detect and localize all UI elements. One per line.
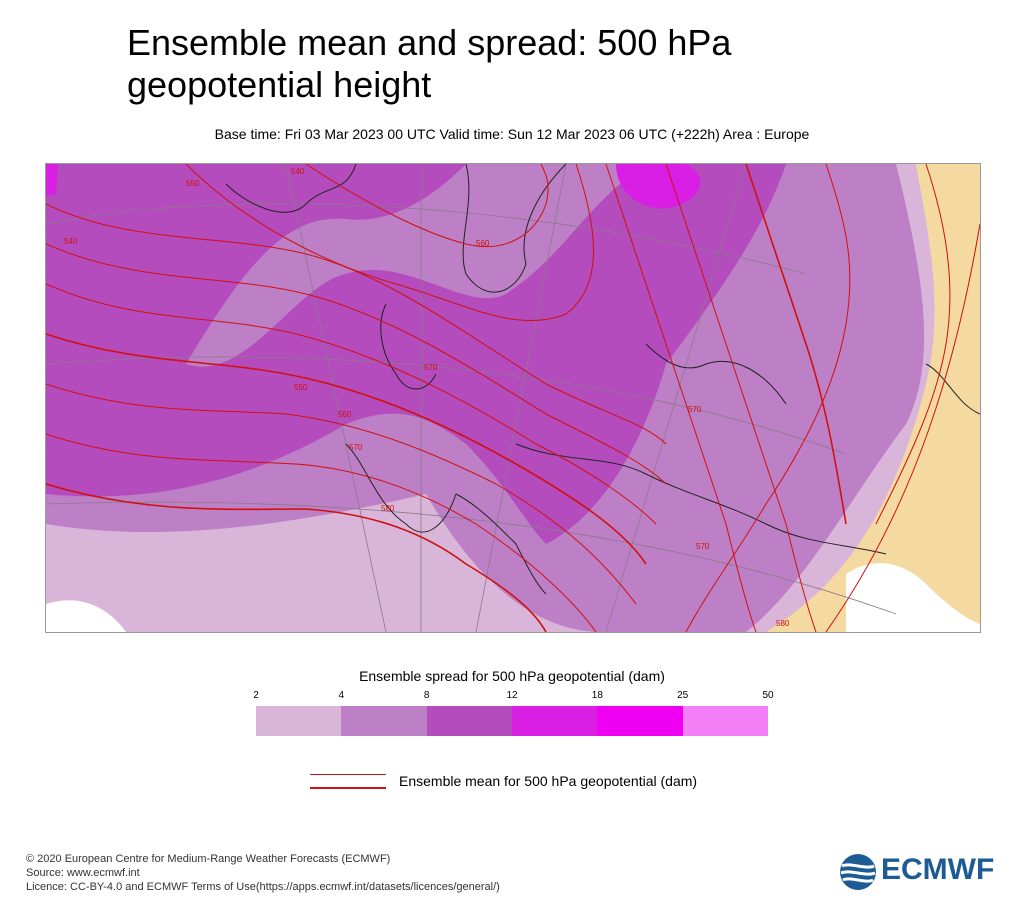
spread-legend-title: Ensemble spread for 500 hPa geopotential… [359, 668, 665, 684]
unshaded-region [46, 600, 126, 632]
ecmwf-logo-icon [840, 854, 876, 890]
spread-band-8-12 [46, 164, 786, 544]
contour-label: 570 [349, 443, 363, 452]
contour-label: 570 [688, 405, 702, 414]
legend-swatch [256, 706, 342, 736]
contour-label: 550 [294, 383, 308, 392]
ecmwf-logo-text: ECMWF [881, 853, 995, 886]
map-grid [46, 164, 897, 632]
spread-band-12-18 [616, 164, 701, 209]
legend-tick: 25 [677, 690, 689, 701]
low-spread-region [766, 164, 980, 632]
legend-tick: 2 [253, 690, 259, 701]
legend-swatch [341, 706, 427, 736]
contour-label-group: 540 550 560 570 580 570 560 550 540 570 … [64, 167, 790, 628]
mean-legend-label: Ensemble mean for 500 hPa geopotential (… [399, 773, 698, 789]
legend-swatch [597, 706, 683, 736]
legend-tick: 18 [591, 690, 603, 701]
title-line-1: Ensemble mean and spread: 500 hPa [127, 22, 732, 63]
map-svg: 540 550 560 570 580 570 560 550 540 570 … [46, 164, 980, 632]
title-line-2: geopotential height [127, 64, 432, 105]
legend-tick: 50 [762, 690, 774, 701]
contour-label: 560 [476, 239, 490, 248]
legend-swatch [426, 706, 512, 736]
contour-label: 570 [424, 363, 438, 372]
mean-legend: Ensemble mean for 500 hPa geopotential (… [310, 770, 810, 794]
mean-legend-line-bold [310, 787, 386, 789]
contour-label: 550 [186, 179, 200, 188]
footer-copyright: © 2020 European Centre for Medium-Range … [26, 853, 391, 865]
unshaded-region-2 [846, 563, 980, 632]
map-area[interactable]: 540 550 560 570 580 570 560 550 540 570 … [45, 163, 981, 633]
footer: © 2020 European Centre for Medium-Range … [26, 852, 500, 894]
contour-label: 540 [64, 237, 78, 246]
legend-tick: 8 [423, 690, 430, 701]
mean-legend-line [310, 774, 386, 775]
chart-subtitle: Base time: Fri 03 Mar 2023 00 UTC Valid … [214, 126, 810, 142]
ecmwf-logo[interactable]: ECMWF [838, 852, 1008, 892]
spread-band-12-18-corner [46, 164, 58, 196]
contour-label: 560 [338, 410, 352, 419]
contour-label: 580 [381, 504, 395, 513]
legend-swatch [682, 706, 768, 736]
chart-title: Ensemble mean and spread: 500 hPa geopot… [127, 22, 887, 106]
legend-tick: 4 [338, 690, 345, 701]
spread-legend-ticks: 2 4 8 12 18 25 50 [253, 690, 773, 704]
mean-contours [46, 164, 980, 632]
footer-source: Source: www.ecmwf.int [26, 867, 140, 879]
coastlines [225, 164, 980, 595]
legend-swatch [511, 706, 598, 736]
spread-legend-bar [256, 706, 768, 736]
contour-label: 540 [291, 167, 305, 176]
contour-label: 580 [776, 619, 790, 628]
footer-licence: Licence: CC-BY-4.0 and ECMWF Terms of Us… [26, 881, 500, 893]
legend-tick: 12 [506, 690, 518, 701]
contour-label: 570 [696, 542, 710, 551]
